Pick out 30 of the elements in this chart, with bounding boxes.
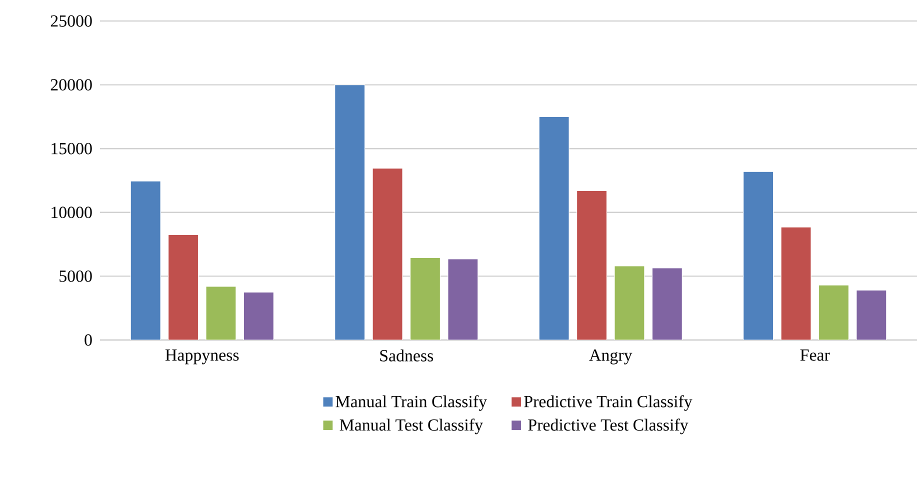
y-tick-label: 25000 xyxy=(50,15,92,27)
bar xyxy=(780,226,812,340)
bar xyxy=(243,292,274,340)
bar xyxy=(576,190,608,340)
y-tick-label: 10000 xyxy=(52,206,92,218)
x-tick-label: Happyness xyxy=(165,350,239,364)
y-tick-label: 5000 xyxy=(60,270,92,282)
legend-label: Manual Test Classify xyxy=(340,418,483,434)
bar xyxy=(652,268,682,340)
bar xyxy=(372,168,403,340)
bar xyxy=(130,180,161,340)
bar xyxy=(743,171,774,340)
bar xyxy=(410,257,441,340)
legend-label: Manual Train Classify xyxy=(336,395,487,411)
bar xyxy=(448,258,478,340)
y-tick-label: 15000 xyxy=(52,142,92,154)
legend-label: Predictive Train Classify xyxy=(524,395,692,411)
legend-label: Predictive Test Classify xyxy=(528,418,688,434)
bar xyxy=(614,266,645,340)
x-tick-label: Sadness xyxy=(380,350,434,362)
y-tick-label: 0 xyxy=(84,334,92,346)
x-tick-label: Fear xyxy=(800,350,830,361)
bar xyxy=(206,286,236,340)
bar xyxy=(818,284,850,340)
bar xyxy=(168,234,199,340)
x-tick-label: Angry xyxy=(589,350,632,364)
bar xyxy=(538,116,570,340)
bar xyxy=(334,84,366,340)
bar xyxy=(856,290,887,340)
y-tick-label: 20000 xyxy=(50,79,92,91)
